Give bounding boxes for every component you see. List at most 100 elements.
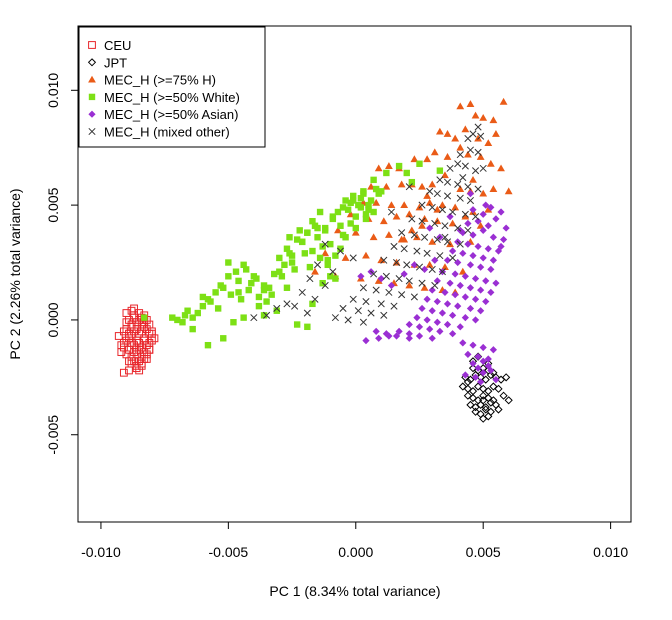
data-point [479,357,487,365]
legend-marker [88,127,96,136]
data-point [421,233,429,241]
data-point [484,205,493,213]
data-point [451,270,459,278]
legend-marker [88,75,96,83]
data-point [379,217,388,225]
data-point [469,359,477,368]
data-point [132,364,141,373]
data-point [423,192,432,199]
data-point [489,382,498,391]
data-point [449,330,457,338]
data-point [273,307,280,314]
data-point [385,162,393,169]
data-point [352,224,359,232]
data-point [456,194,464,202]
data-point [362,215,370,223]
data-point [372,185,380,193]
data-point [125,334,133,343]
data-point [489,233,497,241]
data-point [494,384,503,393]
data-point [255,302,263,310]
data-point [377,274,385,283]
data-point [423,316,431,324]
data-point [372,327,380,336]
data-point [370,208,377,216]
data-point [418,182,426,190]
series-0 [114,304,159,377]
data-point [469,341,477,349]
data-point [474,353,482,361]
data-point [380,256,388,264]
data-point [471,167,480,175]
data-point [446,279,454,287]
data-point [431,219,439,228]
data-point [194,309,201,317]
data-point [370,270,378,278]
legend-label: MEC_H (>=50% Asian) [104,107,238,122]
data-point [489,346,497,354]
data-point [477,286,485,294]
data-point [415,332,424,340]
data-point [471,111,480,119]
data-point [250,314,258,322]
data-point [227,291,235,298]
data-point [482,277,490,285]
data-point [132,343,141,352]
y-tick-label: -0.005 [45,415,61,455]
data-point [420,283,429,291]
data-point [405,210,414,218]
data-point [441,171,449,179]
data-point [428,307,436,315]
data-point [365,201,372,209]
data-point [268,291,275,298]
data-point [145,345,154,354]
data-point [351,228,360,236]
series-1 [458,352,513,423]
data-point [468,393,478,403]
data-point [418,201,426,209]
data-point [385,332,393,340]
data-point [482,297,490,306]
data-point [492,279,500,287]
data-point [350,197,357,204]
y-axis-title: PC 2 (2.26% total variance) [7,188,23,359]
data-point [484,362,492,370]
data-point [350,192,357,200]
data-point [237,296,245,303]
data-point [321,240,329,248]
data-point [477,378,485,386]
data-point [461,371,469,379]
data-point [466,261,475,269]
legend-item: MEC_H (>=50% Asian) [88,107,238,122]
data-point [337,245,344,252]
data-point [286,234,293,241]
data-point [479,343,487,352]
data-point [458,267,467,275]
data-point [415,263,424,271]
legend-marker [88,41,96,49]
data-point [441,233,449,241]
data-point [263,311,271,319]
data-point [395,162,403,170]
data-point [370,176,377,184]
data-point [471,316,480,324]
data-point [374,164,383,172]
data-point [479,226,487,234]
data-point [174,316,181,324]
data-point [466,190,475,198]
legend-label: MEC_H (>=75% H) [104,73,216,88]
data-point [413,247,421,255]
data-point [420,265,429,274]
data-point [484,355,492,363]
data-point [428,265,436,273]
data-point [117,348,126,356]
data-point [441,288,449,296]
data-point [456,102,465,110]
data-point [357,204,365,211]
data-point [375,334,383,342]
data-point [184,307,191,314]
data-point [494,405,503,414]
data-point [497,164,505,172]
data-point [142,350,151,359]
data-point [418,279,426,287]
